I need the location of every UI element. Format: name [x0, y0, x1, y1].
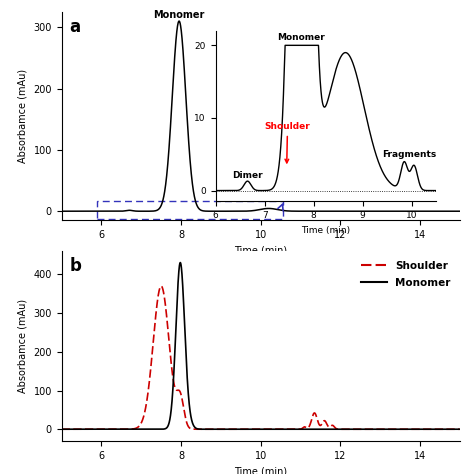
- Legend: Shoulder, Monomer: Shoulder, Monomer: [356, 256, 455, 292]
- Text: b: b: [70, 257, 82, 275]
- Y-axis label: Absorbamce (mAu): Absorbamce (mAu): [18, 299, 28, 393]
- Text: Monomer: Monomer: [154, 10, 205, 20]
- Text: Monomer: Monomer: [277, 33, 325, 42]
- X-axis label: Time (min): Time (min): [234, 466, 287, 474]
- Text: Dimer: Dimer: [232, 171, 263, 180]
- Bar: [98, 201, 283, 219]
- Y-axis label: Absorbamce (mAu): Absorbamce (mAu): [18, 69, 28, 163]
- Text: Fragments: Fragments: [382, 150, 436, 159]
- X-axis label: Time (min): Time (min): [301, 226, 350, 235]
- Text: a: a: [70, 18, 81, 36]
- X-axis label: Time (min): Time (min): [234, 246, 287, 255]
- Text: Shoulder: Shoulder: [264, 122, 310, 163]
